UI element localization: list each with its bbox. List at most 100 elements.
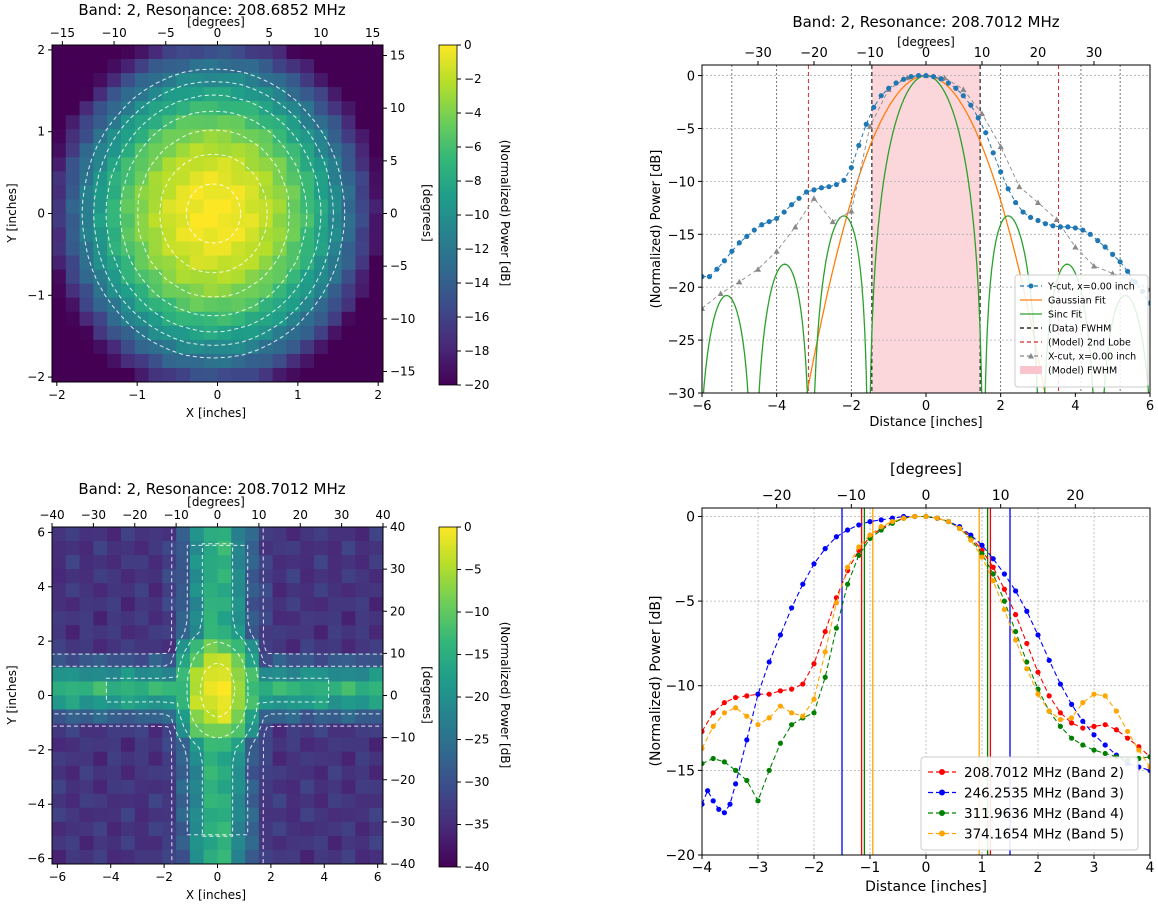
heatmap-cell: [93, 779, 108, 795]
x-cut-point: [792, 223, 799, 230]
heatmap-cell: [203, 793, 219, 809]
heatmap-cell: [341, 283, 357, 299]
heatmap-cell: [245, 339, 260, 355]
heatmap-cell: [93, 325, 108, 341]
heatmap-cell: [272, 611, 288, 626]
contour-line: [159, 153, 268, 274]
x-cut-point: [811, 195, 817, 201]
band-series-point: [1035, 632, 1041, 638]
band-series-point: [1013, 637, 1019, 643]
heatmap-cell: [120, 681, 136, 697]
heatmap-cell: [189, 751, 205, 767]
heatmap-cell: [176, 367, 191, 382]
band-series-point: [990, 564, 996, 570]
heatmap-cell: [272, 311, 288, 327]
heatmap-cell: [176, 555, 191, 570]
band-series-point: [1057, 681, 1063, 687]
heatmap-cell: [231, 311, 246, 327]
heatmap-cell: [79, 779, 94, 795]
heatmap-cell: [134, 569, 150, 584]
heatmap-cell: [314, 73, 329, 88]
heatmap-cell: [272, 45, 288, 60]
heatmap-cell: [176, 325, 191, 341]
heatmap-cell: [148, 311, 163, 327]
heatmap-cell: [300, 765, 315, 781]
heatmap-cell: [79, 527, 94, 542]
band-series-point: [702, 760, 705, 767]
line-d-top-label: [degrees]: [890, 460, 962, 478]
heatmap-cell: [341, 297, 357, 313]
heatmap-cell: [369, 185, 383, 201]
heatmap-cell: [341, 779, 357, 795]
heatmap-cell: [65, 339, 81, 355]
band-series-point: [1013, 612, 1019, 618]
heatmap-cell: [258, 779, 274, 795]
heatmap-cell: [327, 723, 343, 739]
heatmap-cell: [203, 101, 219, 116]
heatmap-cell: [245, 227, 260, 243]
heatmap-cell: [369, 681, 383, 697]
heatmap-cell: [327, 821, 343, 837]
heatmap-cell: [203, 541, 219, 556]
heatmap-cell: [93, 157, 108, 172]
heatmap-cell: [341, 157, 357, 172]
heatmap-cell: [327, 569, 343, 584]
heatmap-cell: [286, 541, 301, 556]
x-tick-label: 2: [267, 870, 275, 884]
heatmap-cell: [93, 297, 108, 313]
heatmap-cell: [79, 115, 94, 130]
heatmap-cell: [203, 297, 219, 313]
heatmap-cell: [272, 255, 288, 271]
x-tick-label: 0: [214, 870, 222, 884]
line-b-ylabel: (Normalized) Power [dB]: [649, 150, 664, 309]
heatmap-cell: [134, 639, 150, 654]
heatmap-cell: [341, 737, 357, 753]
heatmap-cell: [355, 227, 370, 243]
x-cut-point: [960, 86, 967, 92]
line-d-legend-box: [920, 756, 1139, 851]
heatmap-cell: [327, 751, 343, 767]
heatmap-cell: [369, 835, 383, 851]
heatmap-cell: [327, 541, 343, 556]
band-series-point: [945, 518, 952, 525]
y-cut-point: [803, 189, 810, 195]
heatmap-cell: [189, 185, 205, 201]
y-tick-label: −30: [668, 387, 695, 402]
heatmap-cell: [189, 283, 205, 299]
top-tick-label: 10: [251, 508, 266, 522]
heatmap-cell: [203, 227, 219, 243]
heatmap-cell: [355, 45, 370, 60]
heatmap-cell: [134, 227, 150, 243]
contour-line: [186, 641, 249, 739]
legend-label: 208.7012 MHz (Band 2): [964, 765, 1124, 781]
heatmap-cell: [300, 583, 315, 598]
heatmap-cell: [369, 751, 383, 767]
heatmap-cell: [231, 695, 246, 711]
heatmap-cell: [245, 807, 260, 823]
band-series-point: [721, 700, 728, 706]
heatmap-cell: [217, 793, 232, 809]
heatmap-cell: [65, 115, 81, 130]
heatmap-cell: [148, 821, 163, 837]
band-series-line: [702, 515, 1150, 803]
heatmap-cell: [148, 611, 163, 626]
heatmap-cell: [258, 255, 274, 271]
heatmap-cell: [189, 695, 205, 711]
heatmap-cell: [162, 241, 177, 257]
heatmap-cell: [231, 213, 246, 229]
heatmap-cell: [52, 653, 67, 669]
contour-line: [199, 662, 236, 718]
heatmap-cell: [231, 751, 246, 767]
band-series-point: [1080, 718, 1086, 724]
heatmap-cell: [217, 157, 232, 172]
heatmap-cell: [286, 213, 301, 229]
heatmap-cell: [176, 765, 191, 781]
band-series-point: [766, 715, 772, 721]
heatmap-cell: [258, 213, 274, 229]
heatmap-cell: [341, 241, 357, 257]
heatmap-cell: [258, 171, 274, 187]
heatmap-cell: [107, 821, 122, 837]
y-tick-label: −1: [27, 288, 45, 302]
top-tick-label: −40: [39, 508, 64, 522]
